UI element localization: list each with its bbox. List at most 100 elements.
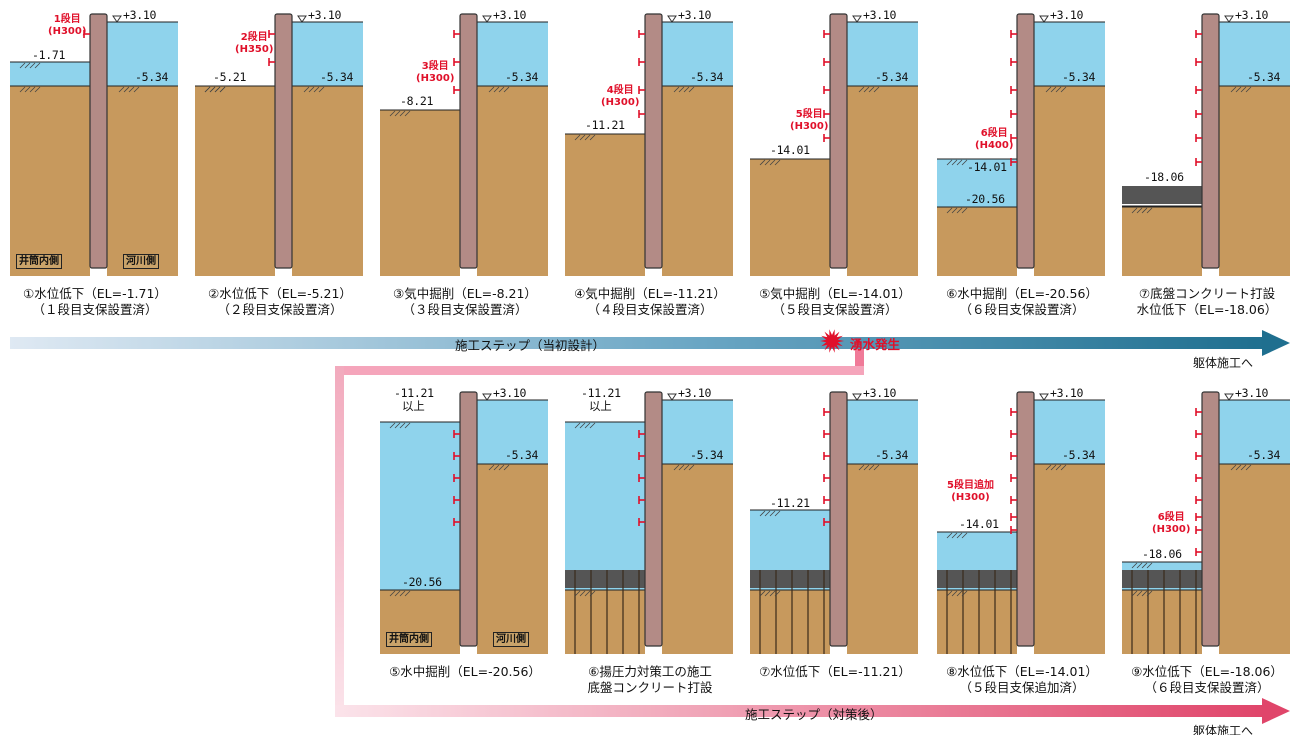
stage-caption-line: ⑤水中掘削（EL=-20.56） (389, 664, 541, 679)
pit-water (10, 62, 90, 86)
support-label-line: 6段目 (1157, 512, 1185, 523)
strut-support (453, 518, 460, 526)
strut-support (1010, 513, 1017, 521)
elevation-top: +3.10 (308, 8, 342, 22)
strut-support (1010, 86, 1017, 94)
river-water (477, 400, 548, 464)
elevation-river-ground: -5.34 (135, 70, 169, 84)
strut-support (453, 86, 460, 94)
water-level-mark (667, 15, 677, 23)
base-concrete (750, 570, 830, 588)
stage-panel-p6: +3.10 -5.34 -14.01 -20.56 6段目 (H400) (937, 9, 1105, 276)
stage-caption: ⑤気中掘削（EL=-14.01） （５段目支保設置済） (740, 286, 930, 318)
stage-caption-line: ⑥揚圧力対策工の施工 (588, 664, 712, 679)
elevation-river-ground: -5.34 (875, 448, 909, 462)
strut-support (638, 30, 645, 38)
elevation-river-ground: -5.34 (505, 448, 539, 462)
elevation-pit: -18.06 (1142, 547, 1182, 561)
strut-support (1195, 452, 1202, 460)
flow-end-bottom: 躯体施工へ (1193, 724, 1254, 735)
strut-support (1010, 408, 1017, 416)
stage-caption: ⑨水位低下（EL=-18.06） （６段目支保設置済） (1112, 664, 1302, 696)
stage-caption-line: ⑤気中掘削（EL=-14.01） (759, 286, 911, 301)
strut-support (638, 496, 645, 504)
elevation-river-ground: -5.34 (690, 448, 724, 462)
flow-event-label: 湧水発生 (850, 337, 901, 352)
river-soil (847, 464, 918, 654)
river-water (847, 400, 918, 464)
river-soil (477, 464, 548, 654)
river-water (662, 400, 733, 464)
stage-panel-p5: +3.10 -5.34 -14.01 5段目 (H300) (750, 9, 918, 276)
stage-caption: ⑧水位低下（EL=-14.01） （５段目支保追加済） (927, 664, 1117, 696)
support-label-line: 5段目追加 (947, 480, 994, 491)
stage-caption-line: （６段目支保設置済） (959, 302, 1085, 317)
pit-soil (195, 86, 275, 276)
sheet-pile-wall (1201, 13, 1220, 269)
flow-connector (335, 349, 864, 716)
elevation-pit: -5.21 (213, 70, 247, 84)
sheet-pile-wall (459, 391, 478, 647)
river-soil (107, 86, 178, 276)
strut-support (1195, 110, 1202, 118)
river-water (662, 22, 733, 86)
elevation-pit: -18.06 (1144, 170, 1184, 184)
elevation-pit: -14.01 (959, 517, 999, 531)
water-level-mark (482, 393, 492, 401)
stage-caption-line: ⑧水位低下（EL=-14.01） (946, 664, 1098, 679)
pit-soil (1122, 207, 1202, 276)
strut-support (1010, 474, 1017, 482)
stage-caption-line: （４段目支保設置済） (587, 302, 713, 317)
water-level-mark (667, 393, 677, 401)
pit-soil (10, 86, 90, 276)
water-level-mark (1224, 15, 1234, 23)
support-label-line: (H300) (1152, 523, 1191, 535)
strut-support (638, 452, 645, 460)
sheet-pile-wall (829, 13, 848, 269)
strut-support (1195, 86, 1202, 94)
support-label-line: (H350) (235, 43, 274, 55)
support-label-line: 4段目 (606, 85, 634, 96)
elevation-river-ground: -5.34 (320, 70, 354, 84)
elevation-pit: -11.21 (770, 496, 810, 510)
river-soil (1034, 86, 1105, 276)
label-pit-side: 井筒内側 (386, 632, 432, 647)
elevation-note: 以上 (589, 399, 612, 413)
stage-caption-line: （１段目支保設置済） (32, 302, 158, 317)
river-water (1034, 400, 1105, 464)
elevation-pit: -11.21 (585, 118, 625, 132)
elevation-top: +3.10 (1235, 8, 1269, 22)
label-pit-side: 井筒内側 (16, 254, 62, 269)
elevation-river-ground: -5.34 (505, 70, 539, 84)
elevation-river-ground: -5.34 (1247, 448, 1281, 462)
support-label-line: (H300) (48, 25, 87, 37)
strut-support (453, 496, 460, 504)
support-label-line: 2段目 (240, 32, 268, 43)
river-soil (662, 464, 733, 654)
elevation-top: +3.10 (678, 8, 712, 22)
water-level-mark (1224, 393, 1234, 401)
stage-drawing (565, 13, 733, 276)
sheet-pile-wall (274, 13, 293, 269)
stage-caption: ③気中掘削（EL=-8.21） （３段目支保設置済） (370, 286, 560, 318)
strut-support (1195, 58, 1202, 66)
strut-support (823, 518, 830, 526)
stage-caption-line: （５段目支保追加済） (959, 680, 1085, 695)
pit-soil (937, 590, 1017, 654)
strut-support (638, 58, 645, 66)
strut-support (453, 30, 460, 38)
stage-drawing (1122, 391, 1290, 654)
support-label: 5段目 (H300) (790, 109, 828, 132)
stage-panel-p4: +3.10 -5.34 -11.21 4段目 (H300) (565, 9, 733, 276)
water-level-mark (112, 15, 122, 23)
support-label-line: (H300) (951, 491, 990, 503)
stage-panel-p3: +3.10 -5.34 -8.21 3段目 (H300) (380, 9, 548, 276)
stage-drawing (10, 13, 178, 276)
stage-caption-line: ⑦水位低下（EL=-11.21） (759, 664, 911, 679)
support-label: 2段目 (H350) (235, 32, 273, 55)
stage-drawing (380, 391, 548, 654)
stage-drawing (750, 391, 918, 654)
sheet-pile-wall (1201, 391, 1220, 647)
elevation-river-ground: -5.34 (875, 70, 909, 84)
